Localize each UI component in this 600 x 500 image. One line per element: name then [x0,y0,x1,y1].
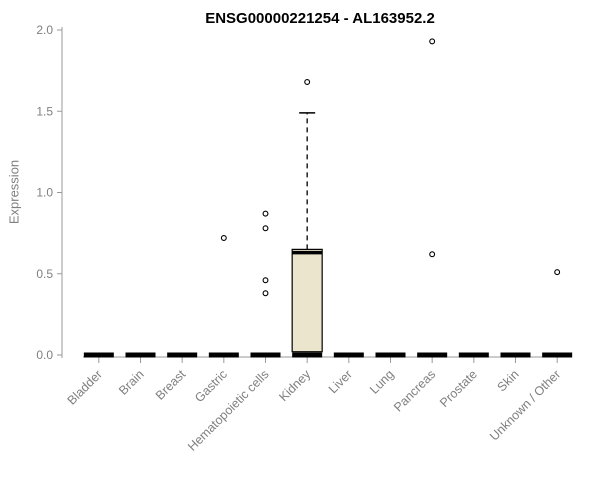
x-tick-label: Lung [367,367,397,397]
outlier-point [262,290,269,297]
outlier-point [304,79,311,85]
x-tick-label: Gastric [192,367,230,405]
outlier-point [262,277,269,284]
outlier-point [262,210,269,217]
outlier-point [554,269,561,276]
outlier-point [429,251,436,258]
y-tick-label: 0.5 [36,267,53,281]
y-tick-label: 0.0 [36,348,53,362]
x-tick-label: Unknown / Other [487,367,563,443]
box-rect [291,248,323,353]
outlier-point [429,38,436,45]
x-tick-label: Liver [326,367,355,396]
x-tick-label: Breast [153,367,189,403]
outlier-point [262,225,269,232]
x-tick-label: Skin [495,367,522,394]
y-tick-label: 2.0 [36,23,53,37]
x-tick-label: Brain [116,367,147,398]
outlier-point [220,235,227,241]
y-tick-label: 1.5 [36,104,53,118]
chart-title: ENSG00000221254 - AL163952.2 [205,10,435,27]
x-tick-label: Bladder [65,367,105,407]
x-tick-label: Hematopoietic cells [185,367,272,454]
x-tick-label: Kidney [276,367,313,404]
x-tick-label: Prostate [437,367,480,410]
y-tick-label: 1.0 [36,186,53,200]
x-tick-label: Pancreas [391,367,438,414]
